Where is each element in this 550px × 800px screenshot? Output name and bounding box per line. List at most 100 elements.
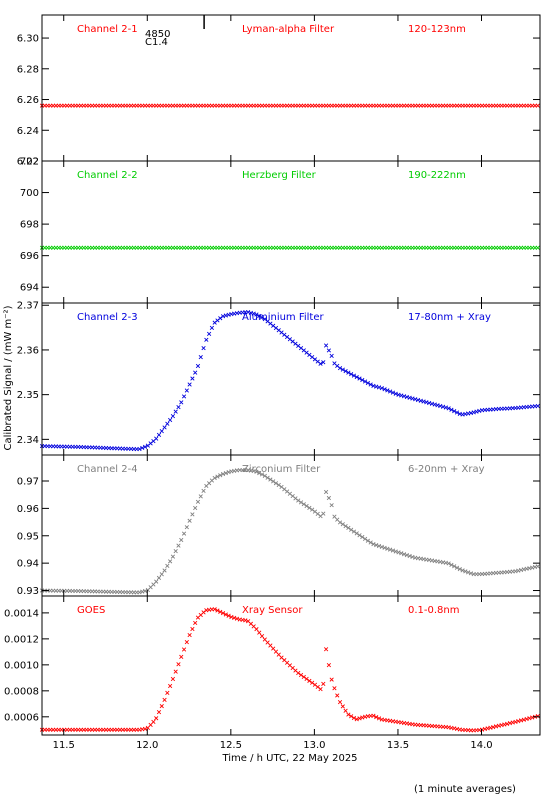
data-point xyxy=(159,703,164,709)
data-point xyxy=(198,354,203,360)
data-point xyxy=(140,445,145,451)
y-tick-label: 702 xyxy=(20,157,39,168)
data-point xyxy=(142,588,148,594)
data-point xyxy=(165,690,170,696)
data-point xyxy=(310,507,315,512)
panel-channel-label: GOES xyxy=(77,605,105,616)
data-point xyxy=(310,680,315,685)
data-point xyxy=(218,609,223,614)
data-point xyxy=(307,678,312,683)
data-point xyxy=(226,470,231,475)
data-point xyxy=(215,474,220,479)
data-point xyxy=(262,473,267,479)
data-point xyxy=(396,550,401,555)
data-point xyxy=(349,371,354,377)
data-point xyxy=(365,538,370,543)
data-point xyxy=(154,579,159,584)
panel-5-frame xyxy=(41,595,541,736)
data-point xyxy=(254,312,259,317)
panel-2: 694 696 698 700 702 Channel 2-2 Herzberg Filte… xyxy=(20,157,541,304)
data-point xyxy=(181,394,187,399)
data-point xyxy=(323,647,329,652)
data-point xyxy=(159,572,164,577)
x-axis-label: Time / h UTC, 22 May 2025 xyxy=(221,753,357,764)
footnote: (1 minute averages) xyxy=(414,784,516,795)
data-point xyxy=(410,554,415,560)
data-point xyxy=(257,470,262,476)
data-point xyxy=(329,677,334,682)
data-point xyxy=(257,630,262,635)
data-point xyxy=(273,481,279,486)
data-point xyxy=(337,699,343,705)
data-point xyxy=(212,607,217,612)
data-point xyxy=(142,726,148,731)
data-point xyxy=(173,409,178,414)
data-point xyxy=(307,505,312,510)
data-point xyxy=(374,542,379,548)
data-point xyxy=(332,686,337,691)
data-point xyxy=(206,331,212,336)
data-point xyxy=(159,429,164,434)
data-point xyxy=(452,564,457,569)
data-point xyxy=(343,368,348,374)
data-point xyxy=(393,549,398,554)
data-point xyxy=(343,708,348,713)
data-point xyxy=(304,676,309,681)
data-point xyxy=(388,389,393,394)
y-tick-label: 0.97 xyxy=(17,477,39,488)
data-point xyxy=(170,554,176,559)
data-point xyxy=(329,503,334,508)
x-tick-label: 13.5 xyxy=(387,740,409,751)
x-tick-label: 13.0 xyxy=(303,740,325,751)
data-point xyxy=(346,370,351,375)
data-point xyxy=(179,537,184,543)
y-tick-label: 6.30 xyxy=(17,34,39,45)
data-point xyxy=(454,565,460,570)
data-point xyxy=(404,552,409,558)
data-point xyxy=(223,470,228,476)
data-point xyxy=(154,716,159,721)
data-point xyxy=(393,391,398,396)
data-point xyxy=(259,633,265,639)
data-point xyxy=(351,715,357,721)
data-point xyxy=(220,611,226,616)
data-point xyxy=(365,380,370,386)
data-point xyxy=(323,343,329,348)
data-point xyxy=(259,472,265,477)
data-point xyxy=(209,325,215,331)
data-point xyxy=(354,717,359,722)
data-point xyxy=(535,103,540,108)
data-point xyxy=(357,376,362,381)
data-point xyxy=(374,714,379,720)
data-point xyxy=(449,562,454,567)
data-point xyxy=(357,716,362,721)
data-point xyxy=(535,245,540,250)
panel-5: 0.0006 0.0008 0.0010 0.0012 0.0014 GOES Xray S… xyxy=(4,595,541,736)
y-tick-label: 0.96 xyxy=(17,504,39,515)
data-point xyxy=(243,618,248,623)
data-point xyxy=(170,413,176,419)
data-point xyxy=(346,712,351,717)
data-point xyxy=(354,374,359,380)
data-point xyxy=(162,697,167,702)
data-point xyxy=(142,444,148,450)
data-point xyxy=(254,469,259,474)
data-point xyxy=(354,531,359,536)
data-point xyxy=(165,421,170,426)
data-point xyxy=(321,681,326,687)
data-point xyxy=(201,488,206,493)
data-point xyxy=(454,410,460,415)
panels-group: 6.22 6.24 6.26 6.28 6.30 Channel 2-1 Lyman-alp… xyxy=(4,14,541,751)
panel-filter-label: Xray Sensor xyxy=(242,605,303,616)
panel-channel-label: Channel 2-4 xyxy=(77,464,138,475)
data-point xyxy=(407,553,412,559)
data-point xyxy=(193,620,198,626)
data-point xyxy=(154,436,159,441)
y-tick-label: 2.36 xyxy=(17,345,39,356)
data-point xyxy=(321,360,326,365)
data-point xyxy=(179,654,184,660)
data-point xyxy=(190,376,195,381)
y-tick-label: 0.0010 xyxy=(4,660,39,671)
panel-filter-label: Zirconium Filter xyxy=(242,464,321,475)
